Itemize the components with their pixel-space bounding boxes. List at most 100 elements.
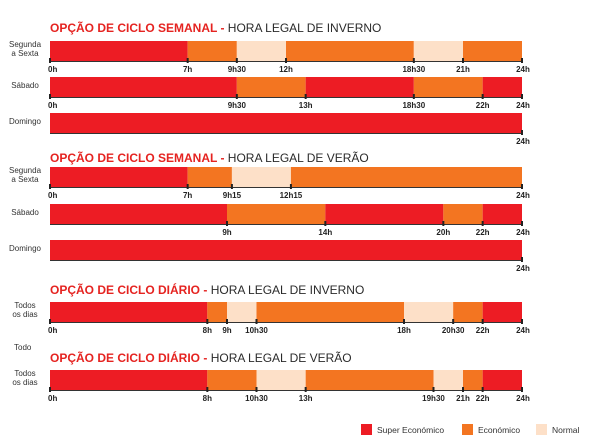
segment-eco (207, 370, 257, 390)
tick-label: 9h15 (223, 191, 242, 200)
tick-label: 0h (48, 394, 57, 403)
row-label: Domingo (9, 117, 42, 126)
segment-eco (463, 370, 483, 390)
row-label: Todos os dias (12, 369, 37, 387)
segment-eco (187, 167, 232, 187)
tick-label: 10h30 (245, 326, 268, 335)
row-label-line: a Sexta (11, 49, 39, 58)
tick-label: 18h (397, 326, 411, 335)
segment-super (482, 204, 522, 224)
section-title: OPÇÃO DE CICLO SEMANAL - HORA LEGAL DE I… (50, 20, 381, 35)
section-title: OPÇÃO DE CICLO SEMANAL - HORA LEGAL DE V… (50, 150, 369, 165)
segment-normal (433, 370, 463, 390)
segment-eco (187, 41, 237, 61)
legend-label: Económico (478, 425, 520, 435)
row-label: Sábado (11, 208, 39, 217)
row-label-line: Sábado (11, 81, 39, 90)
tick-label: 21h (456, 394, 470, 403)
timeline-row: Todos os dias 0h 8h 9h 10h30 18h 20h30 22h 24h (12, 301, 530, 335)
section-title-subtitle: HORA LEGAL DE INVERNO (228, 21, 382, 35)
timeline-row: Segunda a Sexta 0h 7h 9h30 12h 18h30 21h 24h (9, 40, 530, 74)
tick-label: 9h (222, 326, 231, 335)
section-title-highlight: OPÇÃO DE CICLO SEMANAL (50, 20, 217, 35)
timeline-row: Todos os dias 0h 8h 10h30 13h 19h30 21h 22h 24h (12, 369, 530, 403)
row-label: Sábado (11, 81, 39, 90)
segment-normal (227, 302, 257, 322)
section-title-subtitle: HORA LEGAL DE VERÃO (211, 351, 352, 365)
legend-item: Normal (536, 424, 580, 435)
section-title-subtitle: HORA LEGAL DE INVERNO (211, 283, 365, 297)
tick-label: 22h (476, 101, 490, 110)
segment-eco (443, 204, 483, 224)
legend-label: Super Económico (377, 425, 444, 435)
tick-label: 24h (516, 101, 530, 110)
legend-swatch-super (361, 424, 372, 435)
segment-normal (236, 41, 286, 61)
segment-super (50, 167, 188, 187)
legend-swatch-normal (536, 424, 547, 435)
timeline-row: Sábado 9h 14h 20h 22h 24h (11, 204, 530, 237)
section-title-separator: - (200, 283, 211, 297)
tick-label: 24h (516, 65, 530, 74)
segment-super (482, 302, 522, 322)
legend-swatch-eco (462, 424, 473, 435)
tick-label: 24h (516, 326, 530, 335)
stray-row-label: Todo (14, 343, 32, 352)
tick-label: 0h (48, 326, 57, 335)
tick-label: 9h (222, 228, 231, 237)
segment-super (50, 77, 237, 97)
section-title: OPÇÃO DE CICLO DIÁRIO - HORA LEGAL DE VE… (50, 350, 352, 365)
row-label-line: os dias (12, 378, 37, 387)
segment-eco (207, 302, 227, 322)
segment-eco (453, 302, 483, 322)
segment-eco (413, 77, 483, 97)
row-label-line: Domingo (9, 244, 42, 253)
segment-super (50, 204, 227, 224)
segment-eco (463, 41, 522, 61)
segment-super (50, 240, 522, 260)
row-label-line: Todos (14, 369, 35, 378)
tick-label: 7h (183, 191, 192, 200)
tick-label: 8h (203, 326, 212, 335)
segment-eco (290, 167, 522, 187)
segment-normal (404, 302, 454, 322)
row-label-line: Domingo (9, 117, 42, 126)
tick-label: 21h (456, 65, 470, 74)
segment-super (50, 370, 208, 390)
tick-label: 13h (299, 394, 313, 403)
tick-label: 9h30 (228, 65, 247, 74)
tick-label: 7h (183, 65, 192, 74)
row-label: Segunda a Sexta (9, 166, 42, 184)
segment-super (50, 302, 208, 322)
tick-label: 0h (48, 65, 57, 74)
section-title-highlight: OPÇÃO DE CICLO SEMANAL (50, 150, 217, 165)
tick-label: 24h (516, 228, 530, 237)
section-title-separator: - (217, 151, 228, 165)
row-label-line: Sábado (11, 208, 39, 217)
section-title-separator: - (217, 21, 228, 35)
segment-normal (256, 370, 306, 390)
tick-label: 12h15 (280, 191, 303, 200)
section-title-highlight: OPÇÃO DE CICLO DIÁRIO (50, 350, 200, 365)
row-label-line: Segunda (9, 166, 42, 175)
row-label-line: Segunda (9, 40, 42, 49)
timeline-row: Domingo 24h (9, 113, 530, 146)
tick-label: 24h (516, 264, 530, 273)
tick-label: 20h30 (442, 326, 465, 335)
segment-eco (305, 370, 434, 390)
row-label-line: Todos (14, 301, 35, 310)
section-title-subtitle: HORA LEGAL DE VERÃO (228, 151, 369, 165)
section-title-highlight: OPÇÃO DE CICLO DIÁRIO (50, 282, 200, 297)
tick-label: 0h (48, 191, 57, 200)
segment-eco (236, 77, 306, 97)
segment-super (325, 204, 444, 224)
tick-label: 24h (516, 137, 530, 146)
row-label: Segunda a Sexta (9, 40, 42, 58)
timeline-row: Segunda a Sexta 0h 7h 9h15 12h15 24h (9, 166, 530, 200)
tick-label: 18h30 (402, 65, 425, 74)
legend-label: Normal (552, 425, 580, 435)
tick-label: 19h30 (422, 394, 445, 403)
tick-label: 13h (299, 101, 313, 110)
row-label: Domingo (9, 244, 42, 253)
